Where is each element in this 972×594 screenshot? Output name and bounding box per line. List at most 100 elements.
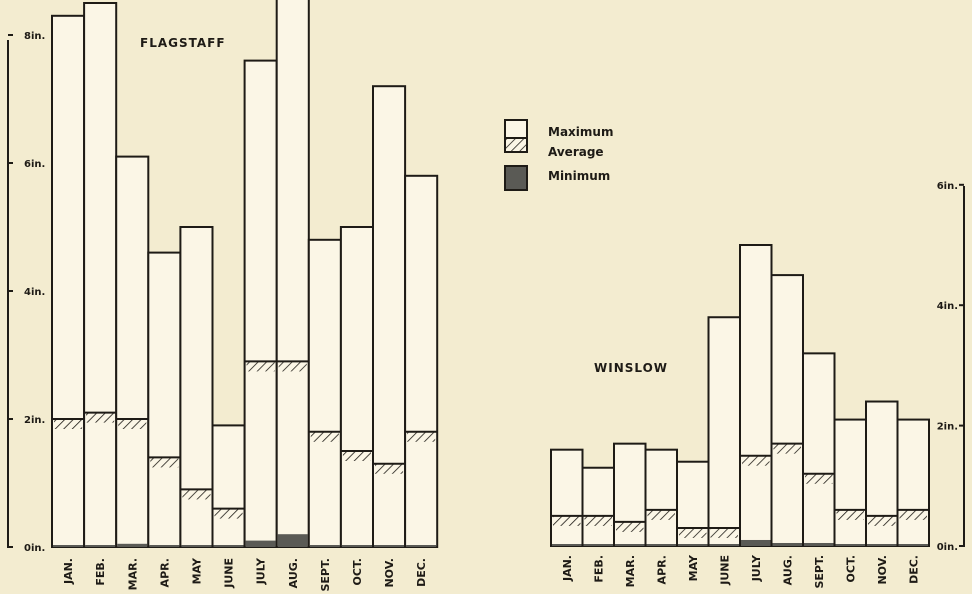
winslow-bar-max [739, 244, 773, 547]
legend-swatch-minimum [504, 165, 528, 191]
flagstaff-y-tick-label: 2in. [24, 415, 45, 426]
winslow-bar-max [833, 418, 867, 547]
winslow-bar-min [678, 544, 708, 546]
flagstaff-bar-max [307, 238, 342, 549]
winslow-y-tick-label: 6in. [937, 181, 958, 192]
flagstaff-bar-sept [307, 238, 342, 549]
flagstaff-category-label: FEB. [94, 558, 107, 586]
flagstaff-category-label: OCT. [351, 558, 364, 585]
flagstaff-bar-min [53, 545, 84, 547]
winslow-bar-avg-hatch [773, 443, 801, 454]
flagstaff-bar-min [309, 545, 340, 547]
winslow-bar-may [676, 460, 710, 547]
flagstaff-bar-max [339, 226, 374, 548]
flagstaff-bar-avg-hatch [214, 508, 243, 519]
winslow-bar-avg-hatch [584, 515, 612, 526]
flagstaff-bar-avg-hatch [375, 463, 404, 474]
winslow-bar-max [644, 448, 678, 547]
winslow-bar-avg-hatch [710, 527, 738, 538]
flagstaff-category-label: JUNE [223, 558, 236, 589]
flagstaff-category-label: MAY [190, 557, 203, 584]
flagstaff-bar-min [277, 534, 308, 547]
flagstaff-title: FLAGSTAFF [140, 36, 226, 50]
flagstaff-bar-max [51, 14, 86, 549]
winslow-y-tick-label: 0in. [937, 542, 958, 553]
winslow-category-label: FEB. [592, 555, 605, 583]
flagstaff-bar-max [115, 155, 150, 548]
winslow-y-tick-label: 2in. [937, 422, 958, 433]
flagstaff-bar-max [147, 251, 182, 548]
flagstaff-bar-min [149, 545, 180, 547]
winslow-bar-nov [865, 400, 899, 547]
winslow-bar-avg-hatch [742, 455, 770, 466]
flagstaff-category-label: NOV. [383, 558, 396, 588]
winslow-category-label: NOV. [876, 555, 889, 585]
winslow-bar-jan [550, 448, 584, 547]
winslow-bar-avg-hatch [553, 515, 581, 526]
winslow-bar-july [739, 244, 773, 547]
flagstaff-bar-max [243, 59, 278, 548]
winslow-bar-min [583, 544, 613, 546]
legend-swatch-maximum [504, 119, 528, 139]
legend-label-average: Average [548, 145, 604, 159]
flagstaff-category-label: MAR. [126, 558, 139, 590]
winslow-bar-min [772, 542, 802, 546]
winslow-bar-min [552, 544, 582, 546]
flagstaff-bar-min [406, 545, 437, 547]
legend-label-maximum: Maximum [548, 125, 613, 139]
flagstaff-bar-max [372, 85, 407, 548]
legend-swatch-average [504, 137, 528, 153]
flagstaff-bar-max [211, 424, 246, 548]
flagstaff-bar-avg-hatch [182, 489, 211, 500]
winslow-bar-max [770, 274, 804, 547]
flagstaff-chart: FLAGSTAFF JAN. FEB. MAR. APR. MAY JUNE JULY AUG… [7, 0, 439, 592]
flagstaff-bar-avg-hatch [278, 361, 307, 372]
winslow-bar-june [707, 316, 741, 547]
winslow-bar-min [804, 542, 834, 546]
winslow-bar-sept [802, 352, 836, 547]
flagstaff-bar-may [179, 226, 214, 548]
flagstaff-bar-apr [147, 251, 182, 548]
flagstaff-bar-avg-hatch [246, 361, 275, 372]
flagstaff-bar-min [374, 545, 405, 547]
flagstaff-bar-max [275, 0, 310, 548]
flagstaff-bar-avg-hatch [54, 419, 83, 429]
winslow-bar-max [896, 418, 930, 547]
flagstaff-bar-min [181, 545, 212, 547]
flagstaff-bar-avg-hatch [118, 419, 147, 429]
flagstaff-bar-avg-hatch [86, 412, 115, 423]
flagstaff-bar-feb [83, 2, 118, 548]
flagstaff-bar-max [83, 2, 118, 548]
flagstaff-bar-avg-hatch [407, 431, 436, 442]
flagstaff-bar-july [243, 59, 278, 548]
winslow-bar-max [581, 466, 615, 547]
winslow-bar-aug [770, 274, 804, 547]
winslow-bar-avg-hatch [679, 527, 707, 538]
flagstaff-y-tick-label: 4in. [24, 287, 45, 298]
winslow-bar-min [615, 544, 645, 546]
flagstaff-y-tick-label: 0in. [24, 543, 45, 554]
flagstaff-bar-min [85, 545, 116, 547]
winslow-bar-avg-hatch [868, 515, 896, 526]
flagstaff-y-tick-label: 6in. [24, 159, 45, 170]
flagstaff-bar-min [341, 545, 372, 547]
winslow-bar-min [898, 544, 928, 546]
flagstaff-bar-avg-hatch [310, 431, 339, 442]
flagstaff-category-label: APR. [158, 558, 171, 587]
winslow-bar-min [835, 544, 865, 546]
flagstaff-bar-nov [372, 85, 407, 548]
winslow-category-label: MAR. [624, 555, 637, 587]
winslow-bar-min [741, 539, 771, 546]
winslow-bar-max [802, 352, 836, 547]
winslow-category-label: APR. [655, 555, 668, 584]
flagstaff-bar-oct [339, 226, 374, 548]
flagstaff-category-label: JULY [255, 557, 268, 585]
flagstaff-y-tick-label: 8in. [24, 31, 45, 42]
winslow-bar-avg-hatch [805, 473, 833, 484]
winslow-chart: WINSLOW JAN. FEB. MAR. APR. MAY JUNE JULY AUG. S… [550, 181, 965, 589]
winslow-bar-min [709, 544, 739, 546]
flagstaff-bar-avg-hatch [150, 457, 179, 468]
winslow-title: WINSLOW [594, 361, 668, 375]
flagstaff-bar-dec [404, 174, 439, 549]
